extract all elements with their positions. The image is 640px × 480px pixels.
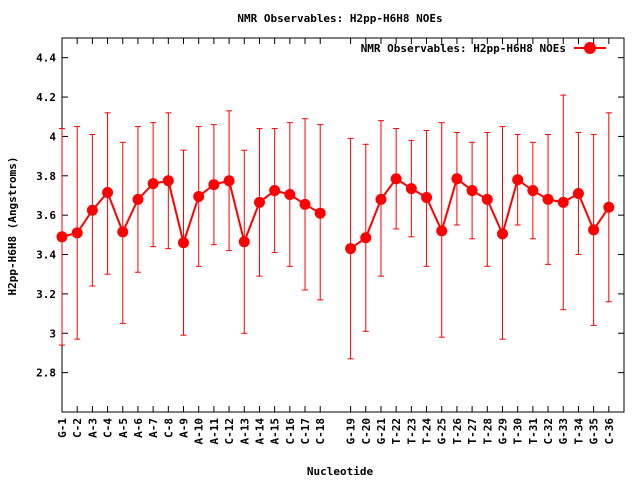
x-tick-label: T-22 xyxy=(390,418,403,445)
x-tick-label: T-28 xyxy=(481,418,494,445)
data-point xyxy=(451,173,463,185)
x-tick-label: G-33 xyxy=(557,418,570,445)
x-tick-label: A-3 xyxy=(86,418,99,438)
y-tick-label: 3.2 xyxy=(36,288,56,301)
data-point xyxy=(390,173,402,185)
y-tick-label: 4.2 xyxy=(36,91,56,104)
legend-label: NMR Observables: H2pp-H6H8 NOEs xyxy=(361,42,566,55)
y-tick-label: 3.4 xyxy=(36,249,56,262)
x-tick-label: G-29 xyxy=(496,418,509,445)
x-tick-label: A-7 xyxy=(147,418,160,438)
x-tick-label: C-2 xyxy=(71,418,84,438)
data-point xyxy=(208,179,220,191)
x-tick-label: T-26 xyxy=(451,418,464,445)
x-tick-label: C-36 xyxy=(603,418,616,445)
y-tick-label: 3.6 xyxy=(36,209,56,222)
x-tick-label: A-6 xyxy=(132,418,145,438)
x-ticks: G-1 C-2 A-3 C-4 A-5 A-6 A-7 C-8 A-9 A-10 A-11 C-12 A… xyxy=(56,38,616,445)
data-point xyxy=(466,185,478,197)
legend: NMR Observables: H2pp-H6H8 NOEs xyxy=(361,42,606,55)
data-point xyxy=(572,188,584,200)
data-point xyxy=(71,227,83,239)
data-point xyxy=(436,225,448,237)
y-tick-label: 3.8 xyxy=(36,170,56,183)
x-tick-label: A-9 xyxy=(178,418,191,438)
data-point xyxy=(527,185,539,197)
x-axis-label: Nucleotide xyxy=(307,465,374,478)
x-tick-label: A-14 xyxy=(253,418,266,445)
y-tick-label: 2.8 xyxy=(36,367,56,380)
x-tick-label: C-18 xyxy=(314,418,327,445)
x-tick-label: C-8 xyxy=(162,418,175,438)
y-tick-label: 4.4 xyxy=(36,52,56,65)
data-point xyxy=(102,187,114,199)
data-point xyxy=(603,201,615,213)
x-tick-label: T-23 xyxy=(405,418,418,445)
x-tick-label: A-5 xyxy=(117,418,130,438)
series-line xyxy=(350,177,610,250)
y-axis-label: H2pp-H6H8 (Angstroms) xyxy=(6,156,19,295)
data-point xyxy=(496,228,508,240)
series-points xyxy=(56,173,615,255)
data-point xyxy=(56,231,68,243)
chart-title: NMR Observables: H2pp-H6H8 NOEs xyxy=(237,12,442,25)
data-point xyxy=(223,175,235,187)
y-ticks: 2.8 3 3.2 3.4 3.6 3.8 4 4.2 4.4 xyxy=(36,52,624,380)
data-point xyxy=(162,175,174,187)
data-point xyxy=(284,188,296,200)
data-point xyxy=(345,243,357,255)
data-point xyxy=(178,237,190,249)
x-tick-label: C-12 xyxy=(223,418,236,445)
data-point xyxy=(314,207,326,219)
x-tick-label: C-20 xyxy=(360,418,373,445)
x-tick-label: C-4 xyxy=(102,418,115,438)
data-point xyxy=(132,193,144,205)
data-point xyxy=(512,174,524,186)
x-tick-label: G-1 xyxy=(56,418,69,438)
data-point xyxy=(481,193,493,205)
data-point xyxy=(588,224,600,236)
x-tick-label: A-13 xyxy=(238,418,251,445)
x-tick-label: A-15 xyxy=(269,418,282,445)
y-tick-label: 4 xyxy=(49,130,56,143)
x-tick-label: A-11 xyxy=(208,418,221,445)
data-point xyxy=(253,196,265,208)
data-point xyxy=(269,185,281,197)
x-tick-label: G-35 xyxy=(588,418,601,445)
x-tick-label: G-19 xyxy=(345,418,358,445)
x-tick-label: C-16 xyxy=(284,418,297,445)
data-point xyxy=(421,191,433,203)
data-point xyxy=(86,204,98,216)
x-tick-label: C-17 xyxy=(299,418,312,445)
data-point xyxy=(117,226,129,238)
data-point xyxy=(542,193,554,205)
data-point xyxy=(193,190,205,202)
data-point xyxy=(375,193,387,205)
legend-marker xyxy=(584,42,596,54)
x-tick-label: G-21 xyxy=(375,418,388,445)
x-tick-label: T-30 xyxy=(512,418,525,445)
x-tick-label: T-31 xyxy=(527,418,540,445)
y-tick-label: 3 xyxy=(49,327,56,340)
data-point xyxy=(299,198,311,210)
series-line xyxy=(61,179,321,247)
x-tick-label: T-24 xyxy=(421,418,434,445)
data-point xyxy=(557,196,569,208)
data-point xyxy=(360,232,372,244)
x-tick-label: T-34 xyxy=(572,418,585,445)
error-bars xyxy=(59,94,612,360)
data-point xyxy=(405,183,417,195)
data-point xyxy=(147,178,159,190)
x-tick-label: A-10 xyxy=(193,418,206,445)
data-point xyxy=(238,236,250,248)
x-tick-label: G-25 xyxy=(436,418,449,445)
x-tick-label: T-27 xyxy=(466,418,479,445)
series-lines xyxy=(61,177,610,250)
x-tick-label: C-32 xyxy=(542,418,555,445)
plot-frame xyxy=(61,37,625,413)
